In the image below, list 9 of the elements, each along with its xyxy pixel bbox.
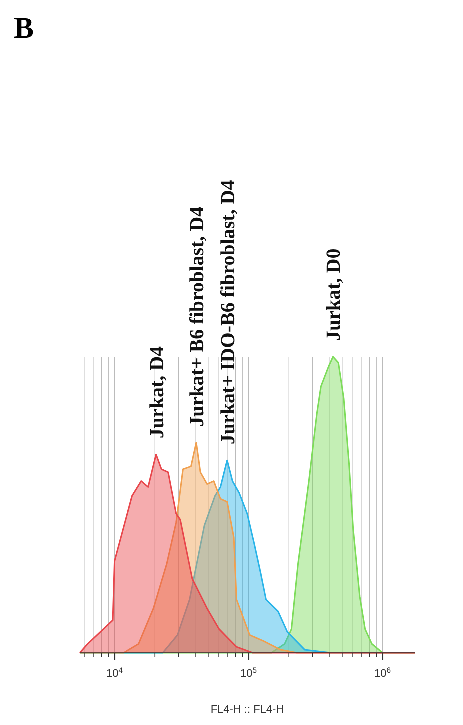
- x-tick-label: 10$^{4}$: [106, 666, 124, 680]
- text: Jurkat, D0: [323, 248, 346, 341]
- x-axis-title: FL4-H :: FL4-H: [210, 704, 284, 716]
- text: Jurkat+ IDO-B6 fibroblast, D4: [217, 180, 240, 445]
- text: Jurkat+ B6 fibroblast, D4: [186, 206, 208, 427]
- x-tick-label: 10$^{6}$: [374, 666, 392, 680]
- chart-title: B: [14, 12, 34, 45]
- text: Jurkat, D4: [146, 346, 168, 439]
- x-tick-label: 10$^{5}$: [240, 666, 258, 680]
